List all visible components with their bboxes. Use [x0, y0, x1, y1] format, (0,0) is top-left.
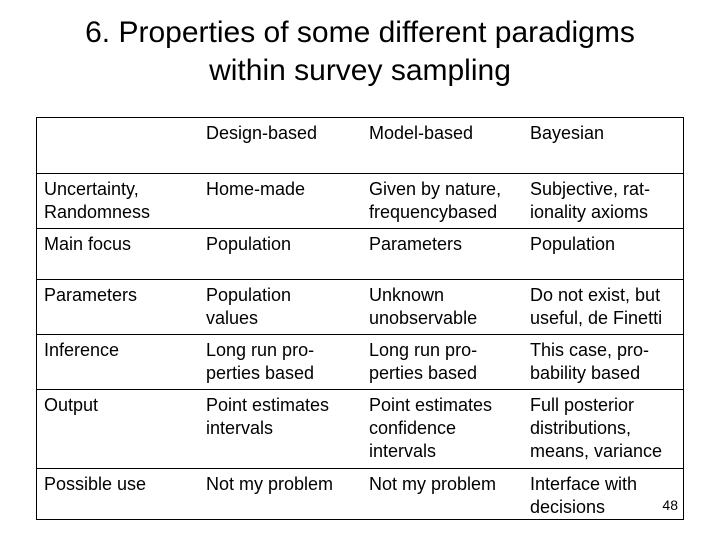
- slide-title: 6. Properties of some different paradigm…: [0, 14, 720, 90]
- cell-line: frequencybased: [369, 201, 498, 222]
- cell-line: decisions: [530, 496, 606, 517]
- page-number: 48: [662, 497, 678, 513]
- cell-line: Population: [206, 284, 292, 305]
- cell-line: Long run pro-: [369, 339, 478, 360]
- cell-line: Main focus: [44, 233, 132, 254]
- cell-line: intervals: [206, 417, 274, 438]
- cell-inference-bayesian: This case, pro- bability based: [523, 333, 683, 389]
- cell-line: This case, pro-: [530, 339, 650, 360]
- cell-line: Output: [44, 394, 99, 415]
- cell-line: Parameters: [369, 233, 463, 254]
- table-row-inference: Inference Long run pro- perties based Lo…: [37, 333, 683, 389]
- cell-line: Population: [530, 233, 616, 254]
- cell-line: Interface with: [530, 473, 638, 494]
- cell-inference-design: Long run pro- perties based: [199, 333, 362, 389]
- cell-line: Parameters: [44, 284, 138, 305]
- cell-parameters-design: Population values: [199, 278, 362, 334]
- cell-line: Do not exist, but: [530, 284, 661, 305]
- cell-line: Population: [206, 233, 292, 254]
- cell-line: perties based: [206, 362, 315, 383]
- cell-main-focus-model: Parameters: [362, 227, 523, 279]
- cell-line: unobservable: [369, 307, 478, 328]
- cell-line: Uncertainty,: [44, 178, 139, 199]
- row-label-uncertainty: Uncertainty, Randomness: [37, 172, 199, 228]
- cell-line: Not my problem: [206, 473, 334, 494]
- cell-parameters-model: Unknown unobservable: [362, 278, 523, 334]
- cell-line: Home-made: [206, 178, 306, 199]
- table-header-row: Design-based Model-based Bayesian: [37, 118, 683, 173]
- table-row-possible-use: Possible use Not my problem Not my probl…: [37, 467, 683, 519]
- cell-line: Given by nature,: [369, 178, 502, 199]
- cell-line: ionality axioms: [530, 201, 649, 222]
- header-cell-bayesian: Bayesian: [530, 123, 605, 143]
- row-label-inference: Inference: [37, 333, 199, 389]
- slide-title-line-1: 6. Properties of some different paradigm…: [85, 16, 635, 49]
- cell-line: Inference: [44, 339, 120, 360]
- cell-line: perties based: [369, 362, 478, 383]
- cell-line: Point estimates: [369, 394, 493, 415]
- header-cell-model-based: Model-based: [369, 123, 474, 143]
- row-label-output: Output: [37, 388, 199, 468]
- row-label-main-focus: Main focus: [37, 227, 199, 279]
- cell-possible-use-model: Not my problem: [362, 467, 523, 519]
- cell-line: Full posterior: [530, 394, 635, 415]
- cell-line: Not my problem: [369, 473, 497, 494]
- cell-possible-use-design: Not my problem: [199, 467, 362, 519]
- cell-line: Point estimates: [206, 394, 330, 415]
- cell-line: useful, de Finetti: [530, 307, 663, 328]
- row-label-parameters: Parameters: [37, 278, 199, 334]
- slide-title-line-2: within survey sampling: [209, 54, 511, 87]
- cell-inference-model: Long run pro- perties based: [362, 333, 523, 389]
- table-row-output: Output Point estimates intervals Point e…: [37, 388, 683, 468]
- cell-line: Unknown: [369, 284, 445, 305]
- cell-uncertainty-bayesian: Subjective, rat- ionality axioms: [523, 172, 683, 228]
- table-row-uncertainty: Uncertainty, Randomness Home-made Given …: [37, 172, 683, 228]
- cell-line: Subjective, rat-: [530, 178, 651, 199]
- header-cell-empty: [37, 118, 199, 173]
- cell-line: values: [206, 307, 259, 328]
- cell-output-model: Point estimates confidence intervals: [362, 388, 523, 468]
- row-label-possible-use: Possible use: [37, 467, 199, 519]
- cell-line: intervals: [369, 440, 437, 461]
- table-row-main-focus: Main focus Population Parameters Populat…: [37, 227, 683, 279]
- cell-line: Possible use: [44, 473, 147, 494]
- cell-line: Randomness: [44, 201, 151, 222]
- cell-line: Long run pro-: [206, 339, 315, 360]
- cell-possible-use-bayesian: Interface with decisions: [523, 467, 683, 519]
- paradigms-grid: Design-based Model-based Bayesian Uncert…: [37, 118, 683, 519]
- cell-uncertainty-design: Home-made: [199, 172, 362, 228]
- cell-line: bability based: [530, 362, 641, 383]
- cell-output-design: Point estimates intervals: [199, 388, 362, 468]
- cell-output-bayesian: Full posterior distributions, means, var…: [523, 388, 683, 468]
- cell-main-focus-bayesian: Population: [523, 227, 683, 279]
- table-row-parameters: Parameters Population values Unknown uno…: [37, 278, 683, 334]
- cell-uncertainty-model: Given by nature, frequencybased: [362, 172, 523, 228]
- header-cell-design-based: Design-based: [206, 123, 318, 143]
- cell-line: confidence: [369, 417, 457, 438]
- cell-main-focus-design: Population: [199, 227, 362, 279]
- cell-line: distributions,: [530, 417, 632, 438]
- cell-line: means, variance: [530, 440, 663, 461]
- paradigms-table: Design-based Model-based Bayesian Uncert…: [36, 117, 684, 520]
- cell-parameters-bayesian: Do not exist, but useful, de Finetti: [523, 278, 683, 334]
